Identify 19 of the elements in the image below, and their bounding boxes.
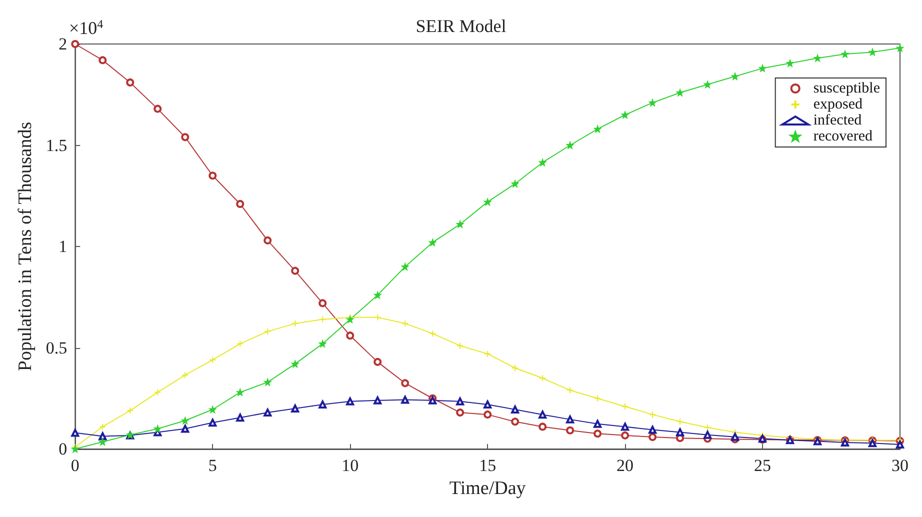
chart-title: SEIR Model	[416, 16, 506, 36]
x-tick-label: 15	[479, 456, 496, 475]
x-tick-label: 5	[208, 456, 217, 475]
y-axis-title: Population in Tens of Thousands	[15, 122, 36, 372]
y-tick-label: 0.5	[46, 338, 68, 358]
x-tick-label: 25	[754, 456, 772, 475]
x-axis-title: Time/Day	[449, 478, 526, 499]
x-tick-label: 20	[616, 456, 634, 475]
x-tick-label: 30	[892, 456, 908, 475]
x-tick-label: 0	[70, 456, 80, 475]
legend-label: recovered	[813, 128, 873, 144]
legend-label: exposed	[813, 96, 863, 112]
y-tick-label: 0	[58, 440, 68, 458]
y-tick-label: 1.5	[46, 136, 68, 155]
y-tick-label: 2	[58, 34, 68, 54]
legend-label: susceptible	[813, 80, 880, 96]
y-tick-label: 1	[58, 237, 68, 256]
x-tick-label: 10	[342, 456, 359, 475]
legend-label: infected	[813, 112, 862, 128]
